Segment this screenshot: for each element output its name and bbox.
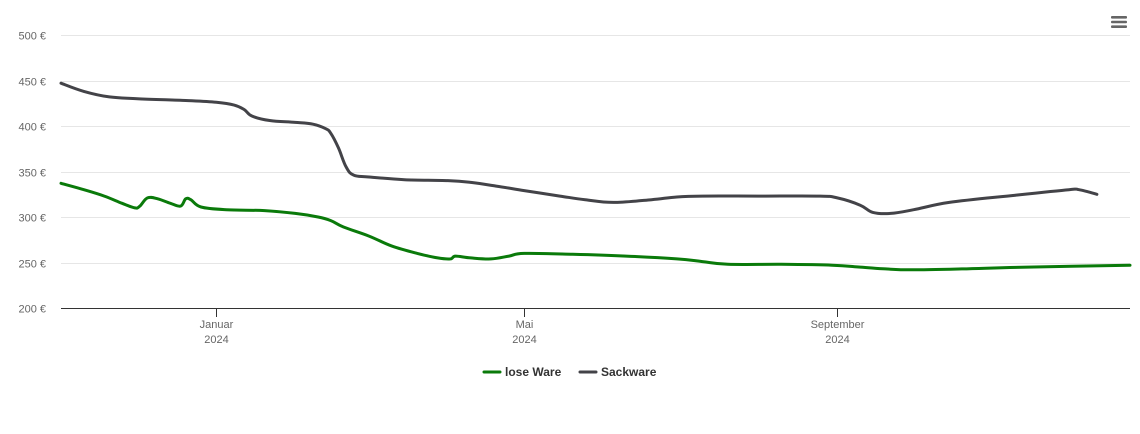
- x-tick-year: 2024: [825, 334, 849, 346]
- y-tick-label: 300 €: [18, 213, 46, 225]
- series-layer: [59, 81, 1132, 272]
- y-tick-label: 500 €: [18, 31, 46, 43]
- y-tick-label: 400 €: [18, 122, 46, 134]
- y-tick-label: 250 €: [18, 259, 46, 271]
- x-tick-label: Januar: [200, 319, 234, 331]
- y-tick-label: 450 €: [18, 77, 46, 89]
- series-line-sackware: [59, 81, 1099, 216]
- legend-item-lose-ware[interactable]: lose Ware: [482, 365, 562, 379]
- y-tick-label: 350 €: [18, 168, 46, 180]
- grid-layer: [61, 35, 1130, 264]
- legend-item-sackware[interactable]: Sackware: [578, 365, 657, 379]
- series-line-lose-ware: [59, 181, 1132, 272]
- axis-layer: 200 € 250 € 300 € 350 € 400 € 450 € 500 € Janua…: [18, 31, 1130, 346]
- x-tick-year: 2024: [204, 334, 228, 346]
- x-tick-label: Mai: [516, 319, 534, 331]
- legend-label: Sackware: [601, 365, 657, 379]
- x-tick-label: September: [811, 319, 865, 331]
- hamburger-menu-icon[interactable]: [1110, 14, 1128, 30]
- x-tick-year: 2024: [512, 334, 536, 346]
- y-tick-label: 200 €: [18, 304, 46, 316]
- legend[interactable]: lose Ware Sackware: [482, 365, 657, 379]
- legend-label: lose Ware: [505, 365, 562, 379]
